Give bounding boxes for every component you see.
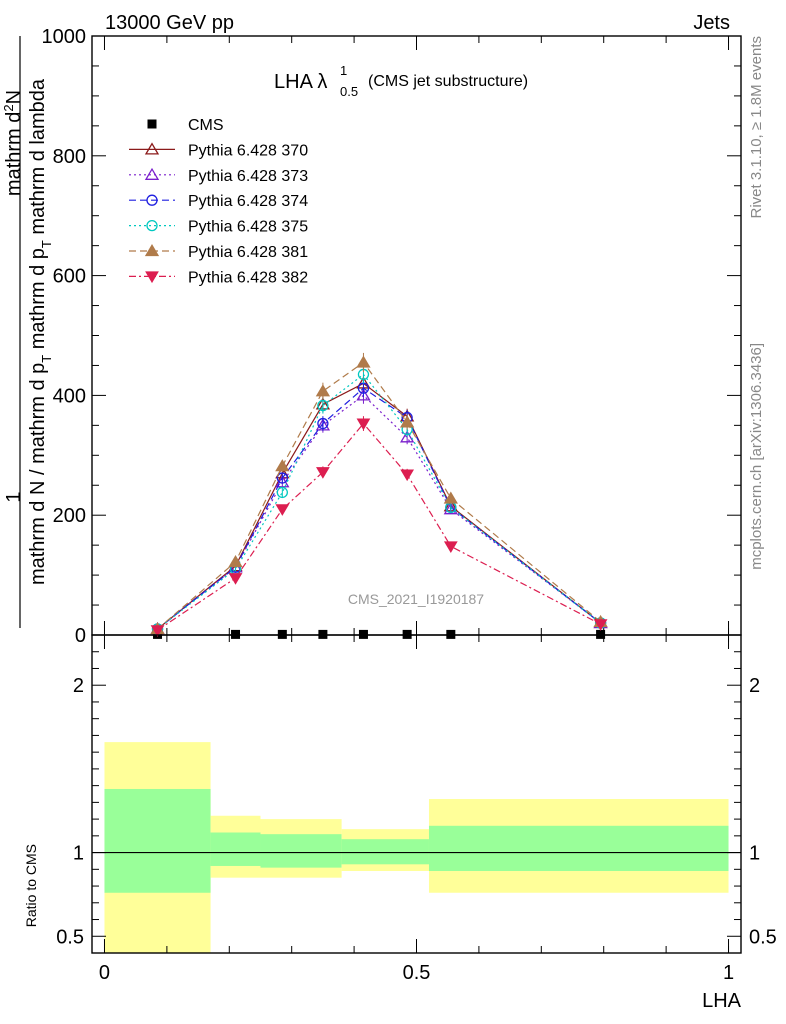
legend-marker	[144, 167, 160, 180]
data-point	[443, 491, 458, 504]
data-point	[593, 619, 608, 631]
uncertainty-band-inner	[210, 832, 261, 866]
x-tick-label: 0	[99, 962, 110, 984]
main-title: LHA λ	[274, 71, 327, 93]
main-title-subscript: 0.5	[340, 84, 358, 99]
data-point	[317, 399, 329, 412]
legend-marker	[146, 219, 158, 232]
uncertainty-band-inner	[260, 834, 342, 868]
legend-label: CMS	[188, 117, 224, 134]
uncertainty-band-inner	[104, 788, 211, 893]
ratio-y-tick-label-right: 0.5	[749, 926, 777, 948]
main-y-tick-label: 0	[75, 625, 86, 647]
uncertainty-band-inner	[428, 825, 729, 871]
header-energy: 13000 GeV pp	[105, 12, 234, 34]
legend-label: Pythia 6.428 382	[188, 269, 308, 286]
main-y-tick-label: 1000	[42, 26, 87, 48]
rivet-version-label: Rivet 3.1.10, ≥ 1.8M events	[748, 36, 765, 219]
data-point	[316, 467, 330, 479]
main-title-suffix: (CMS jet substructure)	[368, 73, 528, 90]
data-point	[276, 472, 288, 484]
ratio-y-tick-label: 0.5	[56, 926, 84, 948]
data-point	[356, 418, 371, 431]
ratio-y-tick-label-right: 2	[749, 675, 760, 697]
x-tick-label: 1	[723, 962, 734, 984]
data-point	[400, 469, 415, 482]
analysis-watermark: CMS_2021_I1920187	[348, 591, 484, 607]
x-tick-label: 0.5	[403, 962, 431, 984]
ratio-plot-layer: 0.5 0.5 1 1 2 2 0 0.5 1	[56, 635, 777, 984]
data-point	[317, 417, 329, 430]
series-line	[157, 387, 601, 630]
uncertainty-band-inner	[341, 839, 429, 865]
series-line	[157, 422, 601, 631]
data-point	[275, 504, 290, 516]
data-point	[356, 388, 371, 401]
series-6	[150, 416, 608, 637]
header-category: Jets	[693, 12, 730, 34]
ylabel-numerator: mathrm d2N	[1, 90, 25, 196]
main-y-tick-label: 600	[53, 266, 86, 288]
data-point	[400, 430, 415, 443]
data-point	[228, 573, 243, 585]
legend-label: Pythia 6.428 374	[188, 193, 308, 210]
legend-marker	[146, 194, 158, 206]
main-y-tick-label: 400	[53, 385, 86, 407]
data-point	[443, 502, 458, 515]
data-point	[228, 554, 243, 568]
legend-marker	[144, 142, 160, 155]
legend-marker	[144, 244, 160, 257]
ylabel-one: 1	[3, 491, 25, 502]
ratio-y-tick-label-right: 1	[749, 843, 760, 865]
main-y-tick-label: 800	[53, 146, 86, 168]
legend: CMS Pythia 6.428 370 Pythia 6.428 373 Pythi…	[129, 117, 308, 286]
ratio-y-tick-label: 1	[73, 843, 84, 865]
main-plot-layer: 0 200 400 600 800 1000	[42, 26, 741, 647]
data-point	[400, 415, 415, 428]
data-point	[443, 541, 458, 554]
ylabel-denominator: mathrm d N / mathrm d pT mathrm d pT mat…	[27, 78, 54, 585]
ratio-y-axis-label: Ratio to CMS	[23, 844, 39, 927]
main-y-axis-label: 1 mathrm d2N mathrm d N / mathrm d pT ma…	[1, 36, 54, 628]
legend-label: Pythia 6.428 375	[188, 219, 308, 236]
series-line	[157, 361, 601, 630]
data-point	[315, 384, 331, 397]
x-axis-label: LHA	[702, 990, 742, 1012]
legend-marker	[147, 119, 157, 129]
mcplots-label: mcplots.cern.ch [arXiv:1306.3436]	[748, 343, 765, 570]
ratio-y-tick-label: 2	[73, 675, 84, 697]
data-point	[150, 625, 165, 637]
data-point	[276, 486, 288, 499]
data-point	[275, 459, 290, 472]
ratio-plot-frame	[91, 634, 742, 954]
legend-label: Pythia 6.428 373	[188, 168, 308, 185]
main-title-superscript: 1	[340, 63, 347, 78]
legend-label: Pythia 6.428 381	[188, 244, 308, 261]
legend-label: Pythia 6.428 370	[188, 142, 308, 159]
main-y-tick-label: 200	[53, 505, 86, 527]
legend-marker	[145, 271, 159, 284]
data-point	[356, 355, 371, 368]
